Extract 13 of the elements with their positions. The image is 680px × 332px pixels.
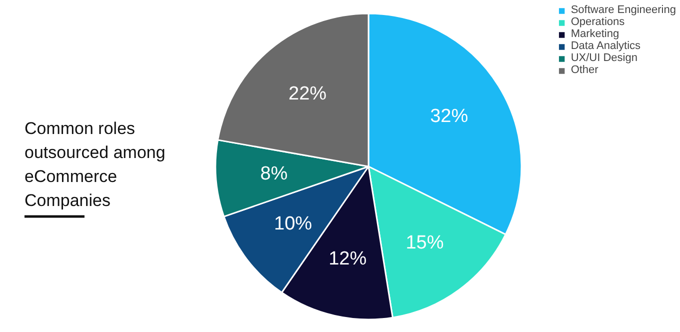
data-label: 32%: [430, 106, 468, 127]
legend-label: Other: [570, 64, 598, 76]
data-label: 10%: [274, 213, 312, 234]
legend-label: Marketing: [570, 28, 620, 40]
legend-label: Operations: [570, 16, 625, 28]
legend-label: Software Engineering: [570, 4, 676, 16]
text: Common roles outsourced among eCommerce Companies: [24, 119, 166, 210]
data-label: 12%: [328, 248, 367, 270]
legend-label: UX/UI Design: [570, 52, 638, 64]
data-label: 22%: [288, 83, 327, 104]
data-label: 15%: [406, 232, 444, 254]
data-label: 8%: [260, 164, 288, 185]
legend-label: Data Analytics: [570, 40, 641, 52]
